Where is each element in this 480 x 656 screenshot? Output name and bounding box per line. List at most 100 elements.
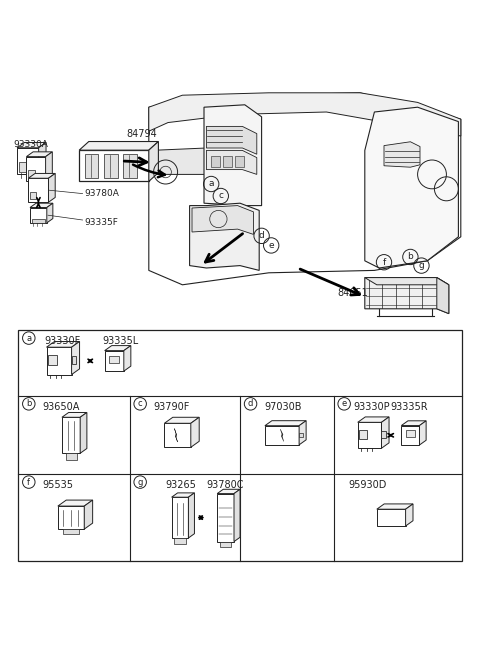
- Polygon shape: [149, 142, 158, 181]
- Polygon shape: [164, 417, 199, 423]
- Text: g: g: [137, 478, 143, 487]
- Polygon shape: [30, 203, 53, 207]
- Polygon shape: [190, 203, 259, 270]
- Polygon shape: [174, 428, 178, 442]
- Polygon shape: [58, 506, 84, 529]
- Polygon shape: [84, 500, 93, 529]
- Text: f: f: [27, 478, 30, 487]
- Polygon shape: [299, 420, 306, 445]
- Polygon shape: [105, 350, 124, 371]
- Polygon shape: [46, 152, 52, 180]
- Polygon shape: [62, 413, 87, 417]
- Bar: [32, 219, 45, 223]
- Polygon shape: [172, 497, 188, 538]
- Polygon shape: [30, 207, 47, 223]
- Polygon shape: [206, 127, 257, 154]
- Polygon shape: [377, 504, 413, 509]
- Polygon shape: [149, 92, 461, 285]
- Polygon shape: [26, 152, 52, 157]
- Polygon shape: [124, 346, 131, 371]
- Polygon shape: [382, 417, 389, 448]
- Text: 93790F: 93790F: [154, 402, 190, 412]
- Text: e: e: [268, 241, 274, 250]
- Text: 84651: 84651: [337, 289, 368, 298]
- Polygon shape: [217, 493, 234, 542]
- Bar: [174, 538, 186, 544]
- Text: c: c: [138, 400, 143, 408]
- Polygon shape: [17, 142, 46, 148]
- Text: d: d: [248, 400, 253, 408]
- Polygon shape: [384, 142, 420, 167]
- Polygon shape: [79, 142, 158, 150]
- Polygon shape: [401, 420, 426, 426]
- Polygon shape: [358, 422, 382, 448]
- Text: 93780C: 93780C: [206, 480, 244, 490]
- Polygon shape: [188, 493, 194, 538]
- Polygon shape: [47, 203, 53, 223]
- Bar: [382, 430, 386, 438]
- Text: 84794: 84794: [126, 129, 157, 139]
- Bar: [359, 430, 367, 439]
- Polygon shape: [365, 107, 458, 268]
- Bar: [109, 356, 119, 363]
- Polygon shape: [191, 417, 199, 447]
- Text: 97030B: 97030B: [264, 402, 301, 412]
- Polygon shape: [401, 426, 420, 445]
- Polygon shape: [26, 157, 46, 180]
- Text: a: a: [208, 180, 214, 188]
- Bar: [30, 192, 36, 199]
- Polygon shape: [58, 500, 93, 506]
- Polygon shape: [104, 154, 118, 178]
- Polygon shape: [28, 173, 55, 178]
- Polygon shape: [365, 277, 449, 285]
- Polygon shape: [420, 420, 426, 445]
- Text: 93335R: 93335R: [390, 402, 428, 412]
- Text: 93335F: 93335F: [84, 218, 118, 227]
- Polygon shape: [265, 420, 306, 426]
- Polygon shape: [280, 429, 284, 441]
- Polygon shape: [172, 493, 194, 497]
- Bar: [235, 156, 244, 167]
- Polygon shape: [206, 150, 257, 174]
- Polygon shape: [164, 423, 191, 447]
- Bar: [72, 356, 76, 363]
- Text: 93335L: 93335L: [102, 336, 139, 346]
- Polygon shape: [80, 413, 87, 453]
- Polygon shape: [149, 92, 461, 136]
- Polygon shape: [47, 347, 72, 375]
- Bar: [18, 331, 462, 561]
- Text: 93330F: 93330F: [45, 336, 81, 346]
- Text: d: d: [259, 232, 264, 240]
- Bar: [63, 529, 79, 534]
- Bar: [299, 433, 302, 437]
- Bar: [66, 453, 76, 460]
- Text: f: f: [383, 258, 385, 267]
- Polygon shape: [85, 154, 98, 178]
- Text: a: a: [26, 334, 31, 342]
- Polygon shape: [47, 342, 80, 347]
- Text: 93330P: 93330P: [354, 402, 390, 412]
- Text: 93265: 93265: [166, 480, 196, 490]
- Polygon shape: [204, 105, 262, 205]
- Bar: [220, 542, 231, 547]
- Polygon shape: [358, 417, 389, 422]
- Text: 93330A: 93330A: [13, 140, 48, 149]
- Polygon shape: [377, 509, 406, 526]
- Bar: [211, 156, 220, 167]
- Bar: [406, 430, 415, 438]
- Polygon shape: [48, 173, 55, 202]
- Text: e: e: [342, 400, 347, 408]
- Bar: [48, 356, 57, 365]
- Polygon shape: [62, 417, 80, 453]
- Polygon shape: [79, 150, 149, 181]
- Polygon shape: [365, 277, 449, 314]
- Polygon shape: [38, 142, 46, 174]
- Polygon shape: [437, 277, 449, 314]
- Polygon shape: [28, 178, 48, 202]
- Polygon shape: [72, 342, 80, 375]
- Bar: [223, 156, 232, 167]
- Bar: [19, 163, 26, 172]
- Polygon shape: [17, 148, 38, 174]
- Text: g: g: [419, 261, 424, 270]
- Text: c: c: [218, 192, 223, 201]
